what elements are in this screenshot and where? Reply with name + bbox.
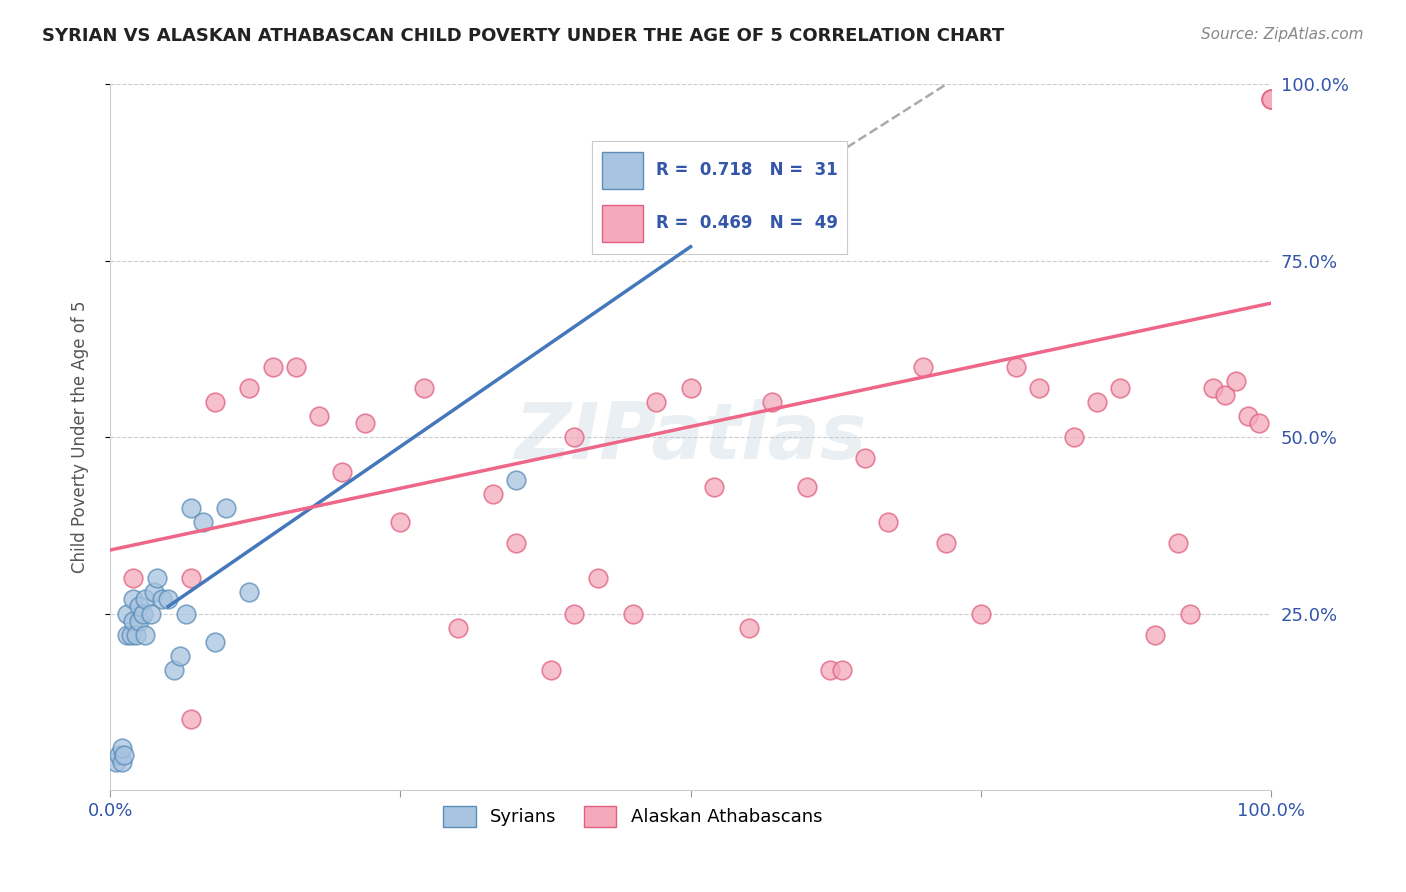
Point <box>761 395 783 409</box>
Point <box>238 585 260 599</box>
Point <box>447 621 470 635</box>
Point <box>621 607 644 621</box>
Point <box>831 663 853 677</box>
Legend: Syrians, Alaskan Athabascans: Syrians, Alaskan Athabascans <box>436 798 830 834</box>
Point <box>1109 381 1132 395</box>
Point <box>330 466 353 480</box>
Point <box>134 592 156 607</box>
Text: SYRIAN VS ALASKAN ATHABASCAN CHILD POVERTY UNDER THE AGE OF 5 CORRELATION CHART: SYRIAN VS ALASKAN ATHABASCAN CHILD POVER… <box>42 27 1004 45</box>
Point <box>1260 91 1282 105</box>
Point <box>412 381 434 395</box>
Text: ZIPatlas: ZIPatlas <box>515 400 866 475</box>
Point <box>540 663 562 677</box>
Point <box>818 663 841 677</box>
Point <box>128 614 150 628</box>
Point <box>308 409 330 423</box>
Point <box>796 479 818 493</box>
Point <box>117 607 139 621</box>
Point <box>505 473 527 487</box>
Point <box>238 381 260 395</box>
Point <box>1260 91 1282 105</box>
Point <box>679 233 702 247</box>
Point <box>1085 395 1108 409</box>
Point <box>1167 536 1189 550</box>
Point <box>139 607 162 621</box>
Point <box>145 571 167 585</box>
Point <box>111 740 134 755</box>
Point <box>112 747 135 762</box>
Point <box>1178 607 1201 621</box>
Point <box>117 628 139 642</box>
Point <box>970 607 993 621</box>
Point <box>180 571 202 585</box>
Point <box>1143 628 1166 642</box>
Point <box>853 451 876 466</box>
Point <box>134 628 156 642</box>
Point <box>180 712 202 726</box>
Point <box>284 359 307 374</box>
Point <box>911 359 934 374</box>
Point <box>389 515 412 529</box>
Point <box>128 599 150 614</box>
Y-axis label: Child Poverty Under the Age of 5: Child Poverty Under the Age of 5 <box>72 301 89 574</box>
Point <box>108 747 131 762</box>
Point <box>169 648 191 663</box>
Point <box>204 634 226 648</box>
Point <box>1225 374 1247 388</box>
Point <box>586 571 609 585</box>
Point <box>122 592 145 607</box>
Point <box>703 479 725 493</box>
Text: Source: ZipAtlas.com: Source: ZipAtlas.com <box>1201 27 1364 42</box>
Point <box>122 571 145 585</box>
Point <box>1213 388 1236 402</box>
Point <box>1249 416 1271 430</box>
Point <box>215 500 238 515</box>
Point <box>122 614 145 628</box>
Point <box>1063 430 1085 444</box>
Point <box>564 430 586 444</box>
Point <box>644 395 666 409</box>
Point <box>163 663 186 677</box>
Point <box>482 486 505 500</box>
Point <box>354 416 377 430</box>
Point <box>679 381 702 395</box>
Point <box>157 592 180 607</box>
Point <box>120 628 142 642</box>
Point <box>877 515 900 529</box>
Point <box>150 592 173 607</box>
Point <box>1004 359 1026 374</box>
Point <box>1028 381 1050 395</box>
Point <box>262 359 284 374</box>
Point <box>124 628 146 642</box>
Point <box>204 395 226 409</box>
Point <box>131 607 153 621</box>
Point <box>111 755 134 769</box>
Point <box>1202 381 1225 395</box>
Point <box>737 621 759 635</box>
Point <box>143 585 166 599</box>
Point <box>935 536 957 550</box>
Point <box>1260 91 1282 105</box>
Point <box>104 755 127 769</box>
Point <box>174 607 197 621</box>
Point <box>1237 409 1260 423</box>
Point <box>564 607 586 621</box>
Point <box>191 515 214 529</box>
Point <box>505 536 527 550</box>
Point <box>180 500 202 515</box>
